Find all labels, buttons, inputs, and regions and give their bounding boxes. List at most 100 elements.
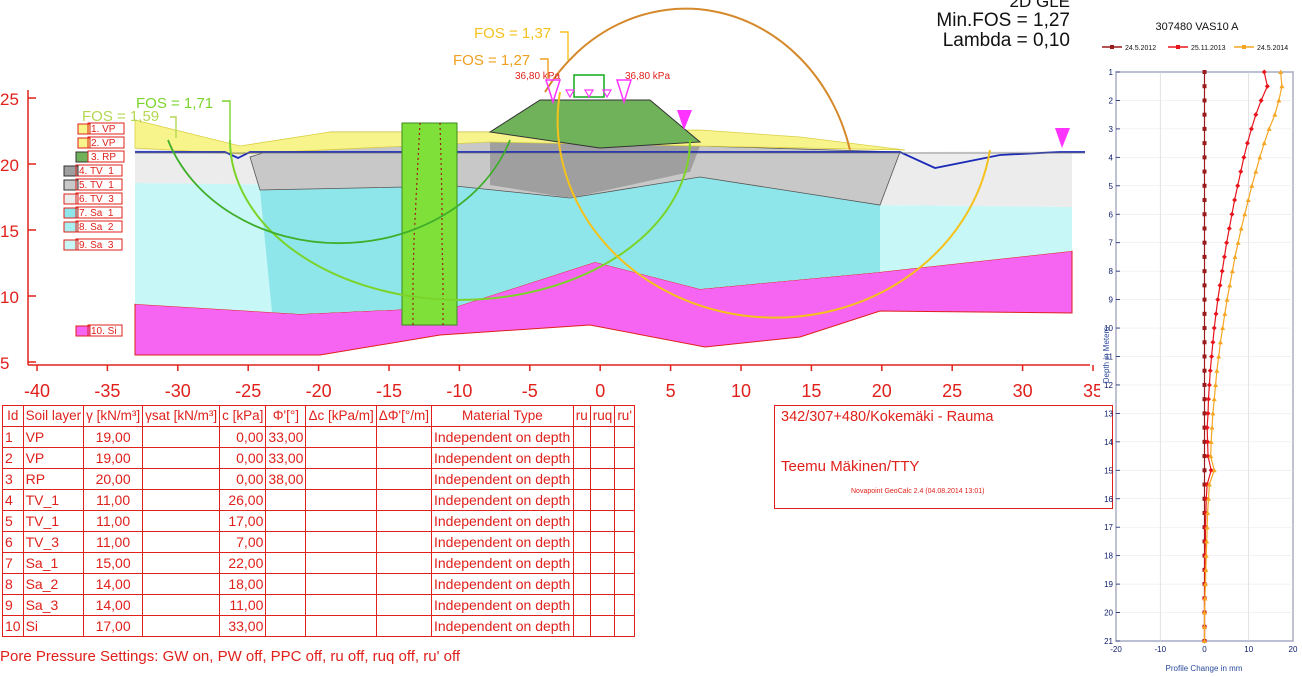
fos-label-137: FOS = 1,37: [474, 25, 551, 42]
x-tick-label: -15: [376, 381, 402, 401]
data-point: [1202, 368, 1207, 373]
table-cell: [614, 510, 635, 532]
table-cell: [142, 531, 221, 553]
col-header-gamma-sat: γsat [kN/m³]: [142, 405, 221, 427]
table-cell: [142, 594, 221, 616]
data-point: [1202, 84, 1207, 89]
data-point: [1227, 282, 1233, 288]
data-point: [1244, 140, 1250, 146]
table-cell: Independent on depth: [430, 426, 574, 448]
table-cell: Sa_1: [22, 552, 85, 574]
data-point: [1222, 311, 1228, 316]
data-point: [1202, 624, 1207, 629]
chart-y-tick-label: 5: [1109, 182, 1114, 191]
table-cell: [142, 615, 221, 637]
data-point: [1272, 112, 1278, 117]
data-point: [1202, 382, 1207, 387]
data-point: [1202, 141, 1207, 146]
table-cell: 8: [2, 573, 24, 595]
data-point: [1202, 397, 1207, 402]
load-label-left: 36,80 kPa: [515, 71, 560, 82]
x-tick-label: 10: [731, 381, 751, 401]
table-cell: [375, 552, 432, 574]
x-tick-label: -30: [165, 381, 191, 401]
table-cell: 33,00: [265, 426, 307, 448]
chart-y-label: Depth in Meters: [1102, 327, 1111, 383]
x-tick-label: 30: [1013, 381, 1033, 401]
table-cell: 18,00: [219, 573, 267, 595]
chart-x-tick-label: -20: [1110, 645, 1122, 654]
table-cell: [142, 552, 221, 574]
table-cell: [142, 447, 221, 469]
table-cell: [305, 426, 377, 448]
table-cell: 6: [2, 531, 24, 553]
soil-properties-table: Id Soil layer γ [kN/m³] γsat [kN/m³] c […: [2, 405, 635, 637]
data-point: [1238, 169, 1244, 175]
data-point: [1226, 225, 1232, 231]
data-point: [1203, 496, 1209, 502]
data-point: [1202, 112, 1207, 117]
table-cell: Independent on depth: [430, 573, 574, 595]
chart-title: 307480 VAS10 A: [1156, 21, 1240, 33]
table-cell: 7: [2, 552, 24, 574]
data-point: [1276, 97, 1282, 103]
table-cell: Independent on depth: [430, 447, 574, 469]
table-cell: [589, 573, 616, 595]
table-cell: [614, 573, 635, 595]
table-cell: [305, 573, 377, 595]
table-cell: [589, 594, 616, 616]
table-cell: [614, 552, 635, 574]
chart-x-tick-label: 20: [1289, 645, 1298, 654]
table-cell: Independent on depth: [430, 594, 574, 616]
table-cell: 33,00: [265, 447, 307, 469]
table-cell: Sa_2: [22, 573, 85, 595]
table-cell: [572, 573, 591, 595]
data-point: [1202, 269, 1207, 274]
col-header-id: Id: [2, 405, 24, 427]
data-point: [1202, 126, 1207, 131]
data-point: [1202, 482, 1207, 487]
table-cell: [589, 615, 616, 637]
table-cell: 14,00: [83, 594, 144, 616]
data-point: [1278, 69, 1284, 74]
table-cell: [305, 594, 377, 616]
project-name: 342/307+480/Kokemäki - Rauma: [781, 409, 994, 425]
layer-label-6: 6. TV_3: [79, 194, 114, 205]
layer-label-10: 10. Si: [91, 326, 117, 337]
chart-x-ticks: -20 -10 0 10 20: [1110, 645, 1298, 654]
table-cell: [305, 615, 377, 637]
data-point: [1205, 496, 1211, 501]
chart-y-tick-label: 18: [1104, 552, 1113, 561]
data-point: [1202, 254, 1207, 259]
chart-y-tick-label: 8: [1109, 267, 1114, 276]
chart-y-tick-label: 13: [1104, 409, 1113, 418]
data-point: [1224, 297, 1230, 302]
y-tick-label: 5: [0, 354, 9, 373]
table-cell: [614, 468, 635, 490]
table-cell: 33,00: [219, 615, 267, 637]
table-cell: 11,00: [219, 594, 267, 616]
table-cell: [142, 573, 221, 595]
data-point: [1202, 155, 1207, 160]
fos-label-159: FOS = 1,59: [82, 108, 159, 125]
col-header-ru: ru: [572, 405, 591, 427]
table-cell: [375, 489, 432, 511]
data-point: [1232, 254, 1238, 259]
x-tick-label: 15: [801, 381, 821, 401]
data-point: [1206, 382, 1212, 388]
table-cell: [375, 510, 432, 532]
data-point: [1202, 183, 1207, 188]
data-point: [1205, 510, 1211, 515]
software-label: Novapoint GeoCalc 2.4 (04.08.2014 13:01): [851, 488, 985, 495]
layer-label-7: 7. Sa_1: [79, 208, 114, 219]
table-cell: 0,00: [219, 447, 267, 469]
data-point: [1221, 254, 1227, 260]
table-cell: 15,00: [83, 552, 144, 574]
data-point: [1241, 154, 1247, 160]
data-point: [1204, 425, 1210, 431]
legend-entry: 24.5.2012: [1125, 45, 1156, 52]
table-row: 6 TV_3 11,00 7,00 Independent on depth: [2, 531, 635, 553]
table-cell: [589, 468, 616, 490]
table-cell: [305, 447, 377, 469]
col-header-delta-phi: ΔΦ'[°/m]: [375, 405, 432, 427]
